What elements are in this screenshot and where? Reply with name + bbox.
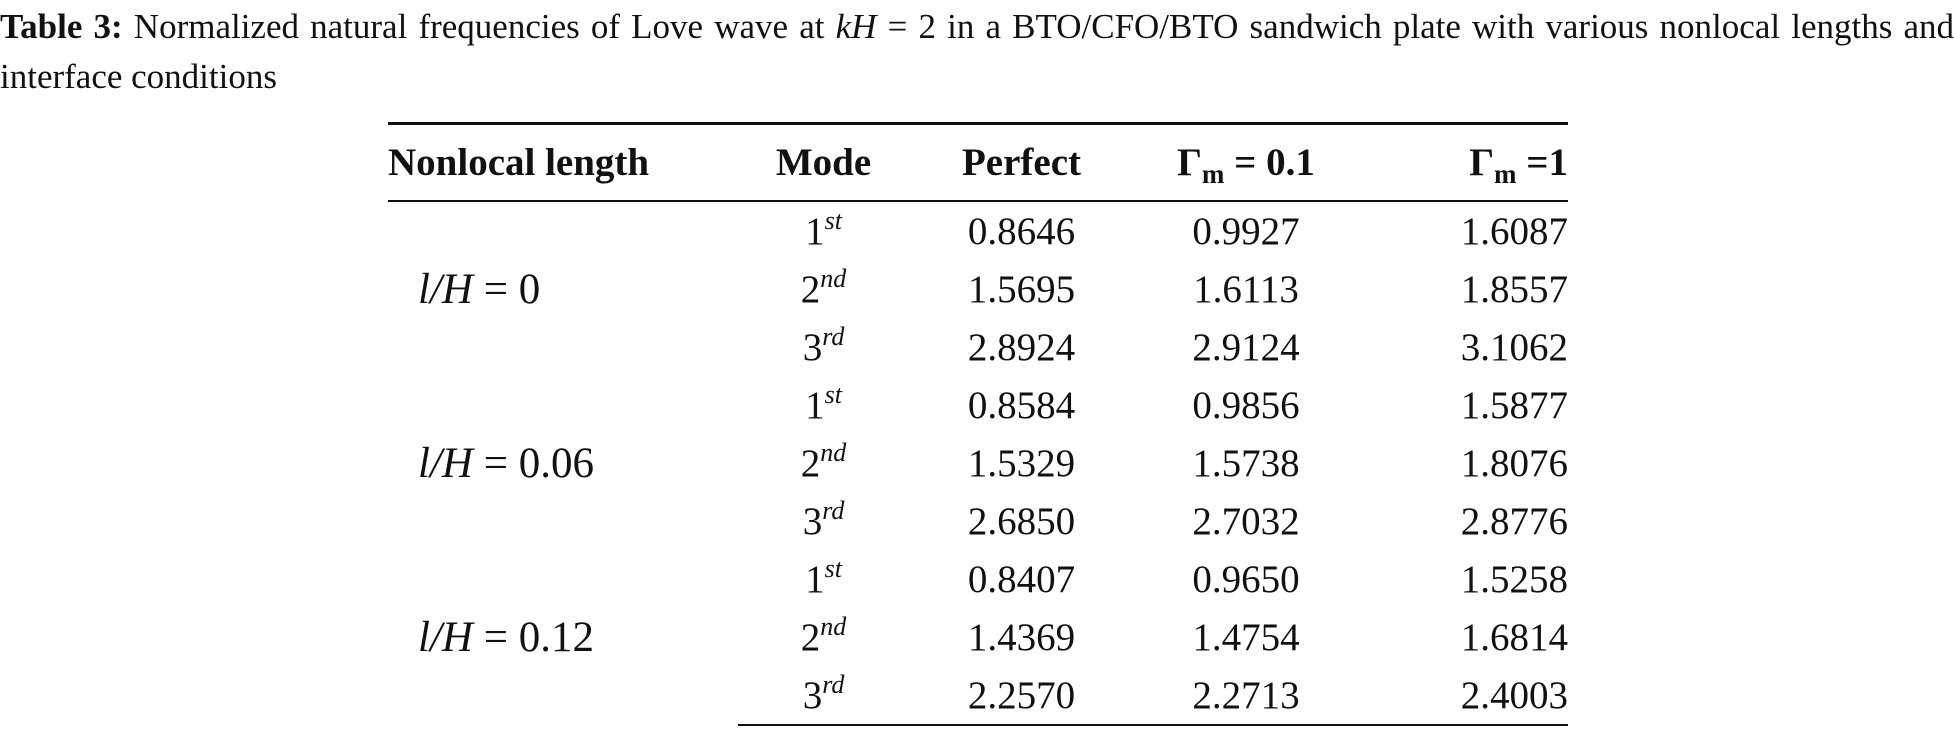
gamma-1-cell: 1.6087 (1460, 209, 1568, 253)
mode-number: 1 (805, 209, 825, 253)
gamma-symbol: Γ (1177, 141, 1202, 184)
mode-number: 1 (805, 557, 825, 601)
table-header-row: Nonlocal length Mode Perfect Γm = 0.1 Γm… (388, 122, 1568, 202)
gamma-0-1-cell: 2.7032 (1192, 499, 1300, 543)
mode-cell: 1st (738, 376, 909, 434)
gamma-value: = 0.1 (1224, 141, 1315, 184)
table-caption: Table 3: Normalized natural frequencies … (0, 2, 1954, 102)
perfect-cell: 2.2570 (909, 666, 1134, 726)
mode-ordinal-suffix: rd (822, 669, 845, 699)
frequency-table-wrapper: Nonlocal length Mode Perfect Γm = 0.1 Γm… (388, 122, 1568, 726)
nonlocal-length-cell: l/H = 0.12 (388, 550, 738, 725)
header-perfect: Perfect (909, 122, 1134, 202)
gamma-1-cell: 1.5258 (1460, 557, 1568, 601)
table-row: l/H = 0.12 1st 0.8407 0.9650 1.5258 (388, 550, 1568, 661)
perfect-cell: 0.8407 (967, 557, 1076, 601)
header-mode: Mode (737, 122, 910, 202)
mode-ordinal-suffix: rd (822, 321, 845, 351)
mode-number: 3 (802, 499, 823, 543)
mode-number: 2 (800, 267, 821, 311)
gamma-1-cell: 1.8076 (1460, 441, 1568, 485)
gamma-subscript: m (1494, 159, 1517, 189)
mode-ordinal-suffix: st (824, 553, 842, 583)
table-row: 3rd 2.6850 2.7032 2.8776 (388, 492, 1568, 550)
mode-cell: 1st (738, 201, 909, 260)
table-row: 2nd 1.5695 1.6113 1.8557 (388, 260, 1568, 318)
gamma-1-cell: 1.5877 (1460, 383, 1568, 427)
mode-cell: 3rd (737, 666, 910, 726)
mode-number: 2 (800, 615, 821, 659)
table-row: 2nd 1.4369 1.4754 1.6814 (388, 608, 1568, 666)
gamma-0-1-cell: 0.9927 (1192, 209, 1300, 253)
mode-cell: 3rd (738, 492, 909, 550)
gamma-0-1-cell: 0.9856 (1192, 383, 1300, 427)
mode-ordinal-suffix: nd (820, 611, 847, 641)
l-over-h-symbol: l/H (418, 439, 473, 487)
nonlocal-length-value: = 0.06 (472, 439, 594, 487)
table-row: 2nd 1.5329 1.5738 1.8076 (388, 434, 1568, 492)
mode-cell: 1st (738, 550, 909, 608)
nonlocal-length-cell: l/H = 0.06 (388, 376, 738, 550)
mode-ordinal-suffix: st (824, 379, 842, 409)
table-body: l/H = 0 1st 0.8646 0.9927 1.6087 2nd 1.5695 1.6… (388, 201, 1568, 726)
mode-cell: 3rd (738, 318, 909, 376)
mode-ordinal-suffix: nd (820, 263, 847, 293)
gamma-0-1-cell: 2.9124 (1192, 325, 1300, 369)
l-over-h-symbol: l/H (418, 265, 473, 313)
gamma-1-cell: 1.6814 (1460, 615, 1568, 659)
header-gamma-1: Γm =1 (1358, 122, 1568, 202)
mode-cell: 2nd (738, 434, 909, 492)
gamma-0-1-cell: 1.4754 (1192, 615, 1300, 659)
caption-text-rest: = 2 in a BTO/CFO/BTO sandwich plate with… (0, 7, 1954, 96)
gamma-1-cell: 2.8776 (1460, 499, 1568, 543)
perfect-cell: 0.8584 (967, 383, 1076, 427)
mode-ordinal-suffix: nd (820, 437, 847, 467)
mode-number: 3 (802, 325, 823, 369)
gamma-subscript: m (1201, 159, 1225, 189)
header-nonlocal-length: Nonlocal length (388, 122, 738, 202)
nonlocal-length-value: = 0.12 (472, 614, 594, 661)
gamma-1-cell: 1.8557 (1460, 267, 1568, 311)
perfect-cell: 1.5329 (967, 441, 1076, 485)
gamma-0-1-cell: 1.5738 (1192, 441, 1300, 485)
mode-number: 2 (800, 441, 821, 485)
gamma-value: =1 (1516, 141, 1568, 184)
frequency-table: Nonlocal length Mode Perfect Γm = 0.1 Γm… (388, 122, 1568, 726)
l-over-h-symbol: l/H (418, 614, 473, 661)
table-row: l/H = 0.06 1st 0.8584 0.9856 1.5877 (388, 376, 1568, 487)
nonlocal-length-cell: l/H = 0 (388, 201, 738, 376)
mode-cell: 2nd (738, 608, 909, 666)
mode-number: 3 (802, 673, 823, 717)
perfect-cell: 1.4369 (967, 615, 1076, 659)
gamma-0-1-cell: 1.6113 (1193, 267, 1299, 311)
caption-label: Table 3: (0, 7, 123, 46)
gamma-1-cell: 3.1062 (1460, 325, 1568, 369)
mode-ordinal-suffix: st (824, 205, 842, 235)
perfect-cell: 2.6850 (967, 499, 1076, 543)
mode-cell: 2nd (738, 260, 909, 318)
gamma-1-cell: 2.4003 (1358, 666, 1568, 726)
gamma-0-1-cell: 0.9650 (1192, 557, 1300, 601)
table-row: l/H = 0 1st 0.8646 0.9927 1.6087 (388, 201, 1568, 313)
table-row: 3rd 2.2570 2.2713 2.4003 (388, 666, 1568, 726)
perfect-cell: 1.5695 (967, 267, 1076, 311)
mode-number: 1 (805, 383, 825, 427)
gamma-0-1-cell: 2.2713 (1133, 666, 1359, 726)
nonlocal-length-value: = 0 (472, 265, 541, 313)
header-gamma-0-1: Γm = 0.1 (1133, 122, 1359, 202)
table-row: 3rd 2.8924 2.9124 3.1062 (388, 318, 1568, 376)
perfect-cell: 0.8646 (967, 209, 1076, 253)
gamma-symbol: Γ (1469, 141, 1495, 184)
caption-text: Normalized natural frequencies of Love w… (122, 7, 836, 46)
mode-ordinal-suffix: rd (822, 495, 845, 525)
perfect-cell: 2.8924 (967, 325, 1076, 369)
caption-kh-symbol: kH (835, 7, 877, 46)
